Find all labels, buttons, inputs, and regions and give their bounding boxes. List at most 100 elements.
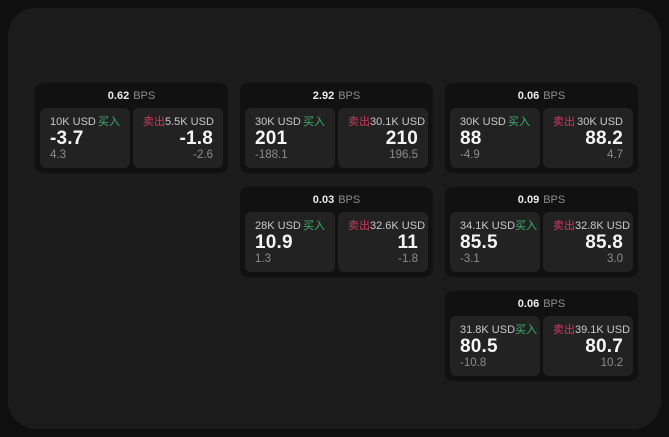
buy-panel[interactable]: 10K USD 买入 -3.7 4.3: [40, 108, 130, 168]
buy-top-row: 30K USD 买入: [460, 116, 530, 128]
sell-label: 卖出: [553, 220, 575, 232]
buy-top-row: 30K USD 买入: [255, 116, 325, 128]
bps-unit: BPS: [543, 89, 566, 102]
bps-unit: BPS: [543, 193, 566, 206]
buy-value: -3.7: [50, 127, 84, 149]
buy-value: 88: [460, 127, 482, 149]
sell-label: 卖出: [553, 116, 575, 128]
main-panel: 0.62 BPS 10K USD 买入 -3.7 4.3 卖出 5.5K USD…: [8, 8, 661, 429]
buy-top-row: 34.1K USD 买入: [460, 220, 537, 232]
quote-card[interactable]: 0.03 BPS 28K USD 买入 10.9 1.3 卖出 32.6K US…: [240, 187, 433, 277]
buy-value: 10.9: [255, 231, 293, 253]
buy-amount: 10K USD: [50, 116, 96, 128]
card-body: 34.1K USD 买入 85.5 -3.1 卖出 32.8K USD 85.8…: [445, 212, 638, 277]
sell-amount: 39.1K USD: [575, 324, 631, 336]
card-body: 10K USD 买入 -3.7 4.3 卖出 5.5K USD -1.8 -2.…: [35, 108, 228, 173]
sell-label: 卖出: [348, 220, 370, 232]
quote-card[interactable]: 0.06 BPS 30K USD 买入 88 -4.9 卖出 30K USD 8…: [445, 83, 638, 173]
buy-amount: 34.1K USD: [460, 220, 516, 232]
card-header: 0.03 BPS: [240, 187, 433, 212]
card-header: 0.09 BPS: [445, 187, 638, 212]
bps-unit: BPS: [338, 89, 361, 102]
sell-value: 80.7: [585, 335, 623, 357]
buy-sub-value: 1.3: [255, 253, 271, 265]
buy-amount: 30K USD: [255, 116, 301, 128]
buy-sub-value: -3.1: [460, 253, 480, 265]
buy-label: 买入: [303, 220, 325, 232]
sell-amount: 5.5K USD: [165, 116, 214, 128]
sell-top-row: 卖出 32.8K USD: [553, 220, 630, 232]
card-body: 30K USD 买入 201 -188.1 卖出 30.1K USD 210 1…: [240, 108, 433, 173]
card-header: 0.06 BPS: [445, 291, 638, 316]
quote-card[interactable]: 0.62 BPS 10K USD 买入 -3.7 4.3 卖出 5.5K USD…: [35, 83, 228, 173]
bps-value: 0.62: [107, 89, 130, 102]
buy-label: 买入: [98, 116, 120, 128]
quote-card[interactable]: 0.06 BPS 31.8K USD 买入 80.5 -10.8 卖出 39.1…: [445, 291, 638, 381]
buy-sub-value: -10.8: [460, 357, 487, 369]
buy-panel[interactable]: 30K USD 买入 201 -188.1: [245, 108, 335, 168]
sell-top-row: 卖出 30.1K USD: [348, 116, 425, 128]
sell-panel[interactable]: 卖出 30.1K USD 210 196.5: [338, 108, 428, 168]
buy-value: 85.5: [460, 231, 498, 253]
buy-top-row: 28K USD 买入: [255, 220, 325, 232]
sell-top-row: 卖出 39.1K USD: [553, 324, 630, 336]
buy-value: 80.5: [460, 335, 498, 357]
sell-top-row: 卖出 5.5K USD: [143, 116, 214, 128]
sell-panel[interactable]: 卖出 32.6K USD 11 -1.8: [338, 212, 428, 272]
bps-unit: BPS: [338, 193, 361, 206]
buy-amount: 30K USD: [460, 116, 506, 128]
sell-panel[interactable]: 卖出 39.1K USD 80.7 10.2: [543, 316, 633, 376]
cards-grid: 0.62 BPS 10K USD 买入 -3.7 4.3 卖出 5.5K USD…: [35, 83, 638, 381]
buy-top-row: 31.8K USD 买入: [460, 324, 537, 336]
bps-value: 0.06: [517, 297, 540, 310]
card-header: 0.62 BPS: [35, 83, 228, 108]
buy-amount: 31.8K USD: [460, 324, 516, 336]
buy-sub-value: 4.3: [50, 149, 66, 161]
sell-value: -1.8: [179, 127, 213, 149]
sell-sub-value: 196.5: [389, 149, 418, 161]
quote-card[interactable]: 2.92 BPS 30K USD 买入 201 -188.1 卖出 30.1K …: [240, 83, 433, 173]
bps-value: 0.06: [517, 89, 540, 102]
sell-value: 11: [397, 231, 418, 253]
sell-label: 卖出: [553, 324, 575, 336]
bps-value: 0.03: [312, 193, 335, 206]
sell-panel[interactable]: 卖出 30K USD 88.2 4.7: [543, 108, 633, 168]
sell-value: 85.8: [585, 231, 623, 253]
buy-panel[interactable]: 30K USD 买入 88 -4.9: [450, 108, 540, 168]
buy-panel[interactable]: 34.1K USD 买入 85.5 -3.1: [450, 212, 540, 272]
sell-amount: 30K USD: [577, 116, 623, 128]
buy-label: 买入: [515, 324, 538, 336]
sell-amount: 32.6K USD: [370, 220, 426, 232]
bps-unit: BPS: [133, 89, 156, 102]
sell-panel[interactable]: 卖出 32.8K USD 85.8 3.0: [543, 212, 633, 272]
sell-panel[interactable]: 卖出 5.5K USD -1.8 -2.6: [133, 108, 223, 168]
quote-card[interactable]: 0.09 BPS 34.1K USD 买入 85.5 -3.1 卖出 32.8K…: [445, 187, 638, 277]
sell-sub-value: 4.7: [607, 149, 623, 161]
bps-unit: BPS: [543, 297, 566, 310]
card-body: 31.8K USD 买入 80.5 -10.8 卖出 39.1K USD 80.…: [445, 316, 638, 381]
sell-value: 88.2: [585, 127, 623, 149]
buy-sub-value: -188.1: [255, 149, 288, 161]
buy-value: 201: [255, 127, 288, 149]
card-body: 30K USD 买入 88 -4.9 卖出 30K USD 88.2 4.7: [445, 108, 638, 173]
sell-value: 210: [385, 127, 418, 149]
buy-label: 买入: [303, 116, 325, 128]
card-body: 28K USD 买入 10.9 1.3 卖出 32.6K USD 11 -1.8: [240, 212, 433, 277]
sell-sub-value: -2.6: [193, 149, 213, 161]
buy-label: 买入: [508, 116, 530, 128]
buy-label: 买入: [515, 220, 538, 232]
sell-sub-value: -1.8: [398, 253, 418, 265]
sell-amount: 30.1K USD: [370, 116, 426, 128]
buy-panel[interactable]: 28K USD 买入 10.9 1.3: [245, 212, 335, 272]
sell-top-row: 卖出 32.6K USD: [348, 220, 425, 232]
buy-amount: 28K USD: [255, 220, 301, 232]
buy-top-row: 10K USD 买入: [50, 116, 120, 128]
buy-sub-value: -4.9: [460, 149, 480, 161]
bps-value: 0.09: [517, 193, 540, 206]
sell-amount: 32.8K USD: [575, 220, 631, 232]
sell-label: 卖出: [348, 116, 370, 128]
sell-sub-value: 10.2: [600, 357, 623, 369]
card-header: 2.92 BPS: [240, 83, 433, 108]
buy-panel[interactable]: 31.8K USD 买入 80.5 -10.8: [450, 316, 540, 376]
